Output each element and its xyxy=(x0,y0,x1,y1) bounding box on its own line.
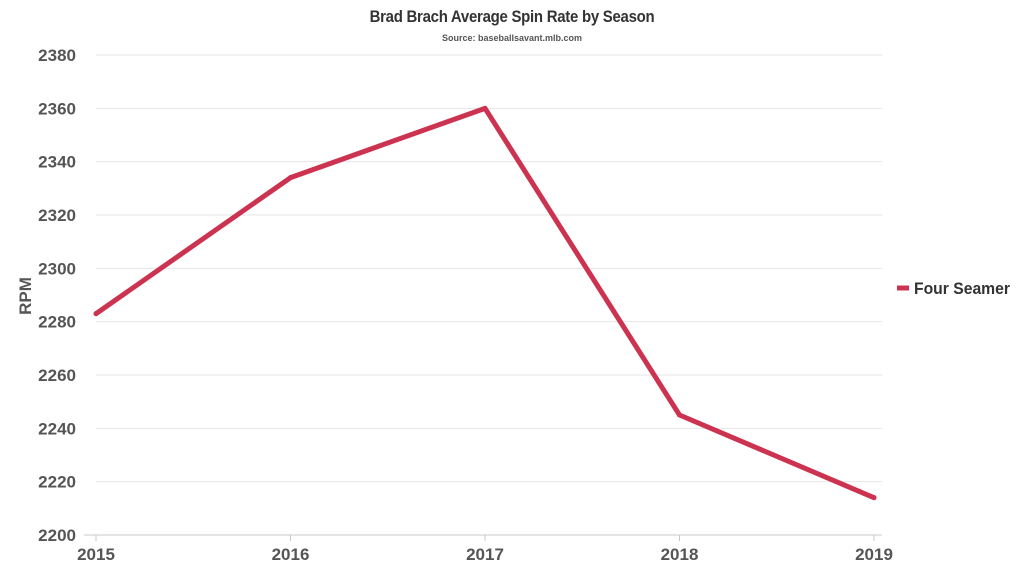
data-point xyxy=(93,311,99,317)
y-tick-label: 2240 xyxy=(38,419,76,438)
x-tick-label: 2016 xyxy=(272,545,310,564)
y-tick-label: 2340 xyxy=(38,153,76,172)
y-axis-label: RPM xyxy=(16,277,35,315)
y-tick-label: 2360 xyxy=(38,99,76,118)
data-point xyxy=(482,105,488,111)
y-tick-label: 2220 xyxy=(38,473,76,492)
series-group xyxy=(93,105,877,501)
y-axis-ticks: 2200 2220 2240 2260 2280 2300 2320 2340 2360 2380 xyxy=(38,46,76,545)
y-tick-label: 2260 xyxy=(38,366,76,385)
x-axis-ticks: 2015 2016 2017 2018 2019 xyxy=(77,535,893,564)
data-point xyxy=(677,412,682,418)
data-point xyxy=(288,175,293,181)
y-tick-label: 2200 xyxy=(38,526,76,545)
x-tick-label: 2017 xyxy=(466,545,504,564)
y-tick-label: 2300 xyxy=(38,259,76,278)
x-tick-label: 2018 xyxy=(661,545,699,564)
data-point xyxy=(871,495,877,501)
gridlines xyxy=(96,54,882,483)
chart-title: Brad Brach Average Spin Rate by Season xyxy=(369,7,655,26)
y-tick-label: 2320 xyxy=(38,206,76,225)
x-tick-label: 2019 xyxy=(855,545,893,564)
chart-subtitle: Source: baseballsavant.mlb.com xyxy=(441,33,583,43)
y-tick-label: 2380 xyxy=(38,46,76,65)
legend-label[interactable]: Four Seamer xyxy=(914,279,1010,298)
series-line-four-seamer xyxy=(93,105,877,501)
x-tick-label: 2015 xyxy=(77,545,115,564)
legend[interactable]: Four Seamer xyxy=(897,279,1010,298)
y-tick-label: 2280 xyxy=(38,313,76,332)
